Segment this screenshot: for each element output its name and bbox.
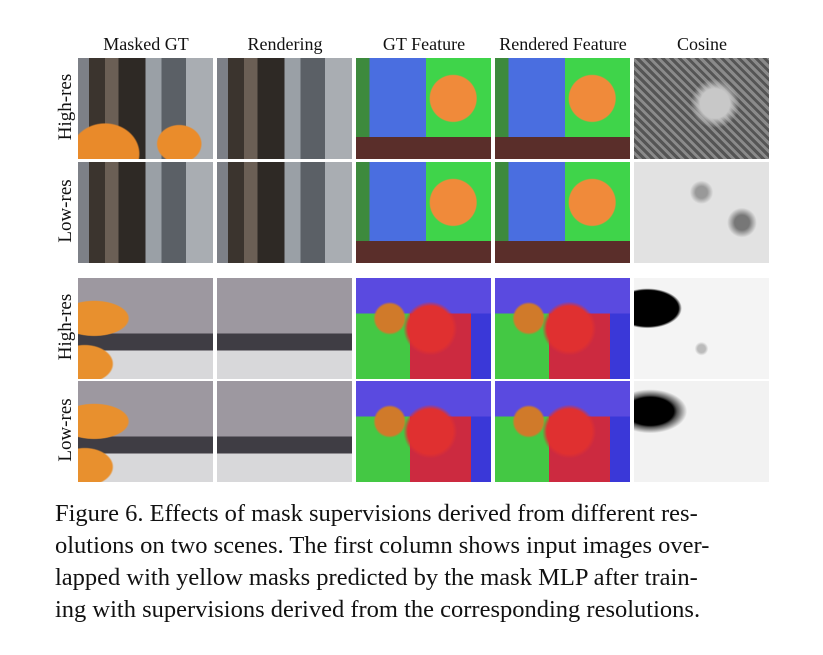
column-header: Cosine [676, 34, 727, 54]
image-panel [495, 58, 630, 159]
image-panel [356, 381, 491, 482]
image-panel [356, 278, 491, 379]
image-panel [78, 58, 213, 159]
image-panel [495, 381, 630, 482]
caption-line: ing with supervisions derived from the c… [55, 596, 701, 623]
image-panel [634, 278, 769, 379]
image-panel [634, 381, 769, 482]
caption-line: Figure 6. Effects of mask supervisions d… [55, 500, 698, 527]
row-label: Low-res [55, 398, 76, 462]
row-label: High-res [55, 73, 76, 141]
image-panel [495, 162, 630, 263]
column-header: Masked GT [103, 34, 189, 54]
image-panel [634, 58, 769, 159]
image-panel [356, 58, 491, 159]
image-panel [217, 58, 352, 159]
image-panel [78, 381, 213, 482]
column-header: GT Feature [382, 34, 466, 54]
row-label: High-res [55, 293, 76, 361]
image-panel [634, 162, 769, 263]
image-panel [495, 278, 630, 379]
image-panel [217, 278, 352, 379]
column-header: Rendering [247, 34, 323, 54]
column-header: Rendered Feature [499, 34, 627, 54]
image-panel [217, 162, 352, 263]
caption-line: lapped with yellow masks predicted by th… [55, 564, 698, 591]
caption-line: olutions on two scenes. The first column… [55, 532, 710, 559]
row-label: Low-res [55, 179, 76, 243]
image-panel [78, 278, 213, 379]
image-panel [78, 162, 213, 263]
image-panel [217, 381, 352, 482]
image-panel [356, 162, 491, 263]
